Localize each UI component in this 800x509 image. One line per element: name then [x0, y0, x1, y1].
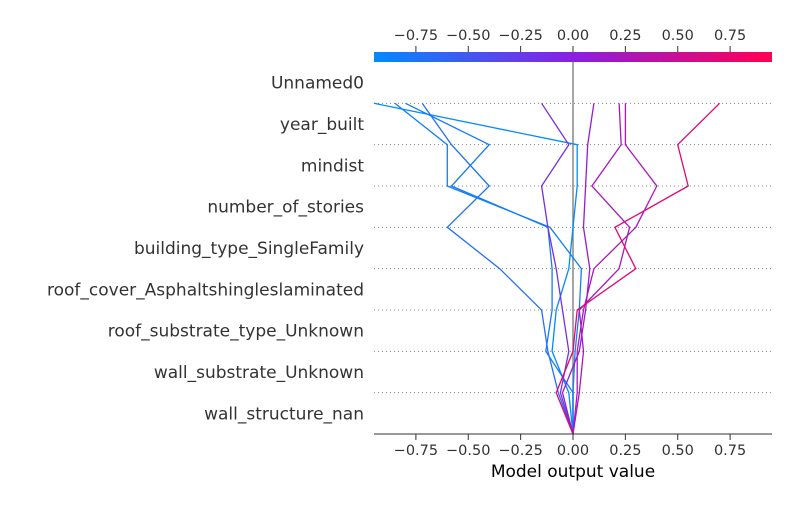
top-tick-label: 0.00: [557, 28, 589, 44]
decision-path: [540, 102, 574, 435]
feature-label: mindist: [301, 156, 364, 176]
top-tick-label: −0.75: [394, 28, 438, 44]
bottom-tick-label: −0.75: [394, 443, 438, 459]
feature-label: wall_structure_nan: [204, 404, 364, 424]
feature-label: wall_substrate_Unknown: [154, 363, 364, 383]
top-tick-label: −0.25: [498, 28, 542, 44]
bottom-tick-label: 0.25: [609, 443, 641, 459]
feature-label: year_built: [280, 115, 364, 135]
series-group: [373, 102, 721, 435]
decision-path: [421, 102, 574, 435]
bottom-tick-group: −0.75 −0.50 −0.25 0.00 0.25 0.50 0.75: [394, 434, 746, 459]
bottom-tick-label: −0.25: [498, 443, 542, 459]
top-tick-label: 0.25: [609, 28, 641, 44]
decision-path: [561, 103, 595, 435]
bottom-tick-label: 0.00: [557, 443, 589, 459]
feature-label: building_type_SingleFamily: [134, 239, 364, 259]
bottom-tick-label: 0.50: [662, 443, 694, 459]
top-tick-label: 0.50: [662, 28, 694, 44]
top-tick-label: 0.75: [714, 28, 746, 44]
bottom-tick-label: 0.75: [714, 443, 746, 459]
x-axis-title: Model output value: [491, 462, 655, 482]
feature-label: roof_cover_Asphaltshingleslaminated: [47, 280, 364, 300]
decision-path: [394, 102, 583, 434]
decision-path: [405, 102, 574, 434]
feature-label: number_of_stories: [207, 198, 364, 218]
decision-path: [555, 102, 721, 435]
bottom-tick-label: −0.50: [446, 443, 490, 459]
feature-label: roof_substrate_type_Unknown: [108, 322, 364, 342]
feature-label: Unnamed0: [271, 74, 364, 94]
decision-path: [572, 103, 658, 435]
decision-path: [572, 103, 631, 435]
top-tick-label: −0.50: [446, 28, 490, 44]
colorbar: [374, 52, 772, 62]
top-tick-group: −0.75 −0.50 −0.25 0.00 0.25 0.50 0.75: [394, 28, 746, 52]
